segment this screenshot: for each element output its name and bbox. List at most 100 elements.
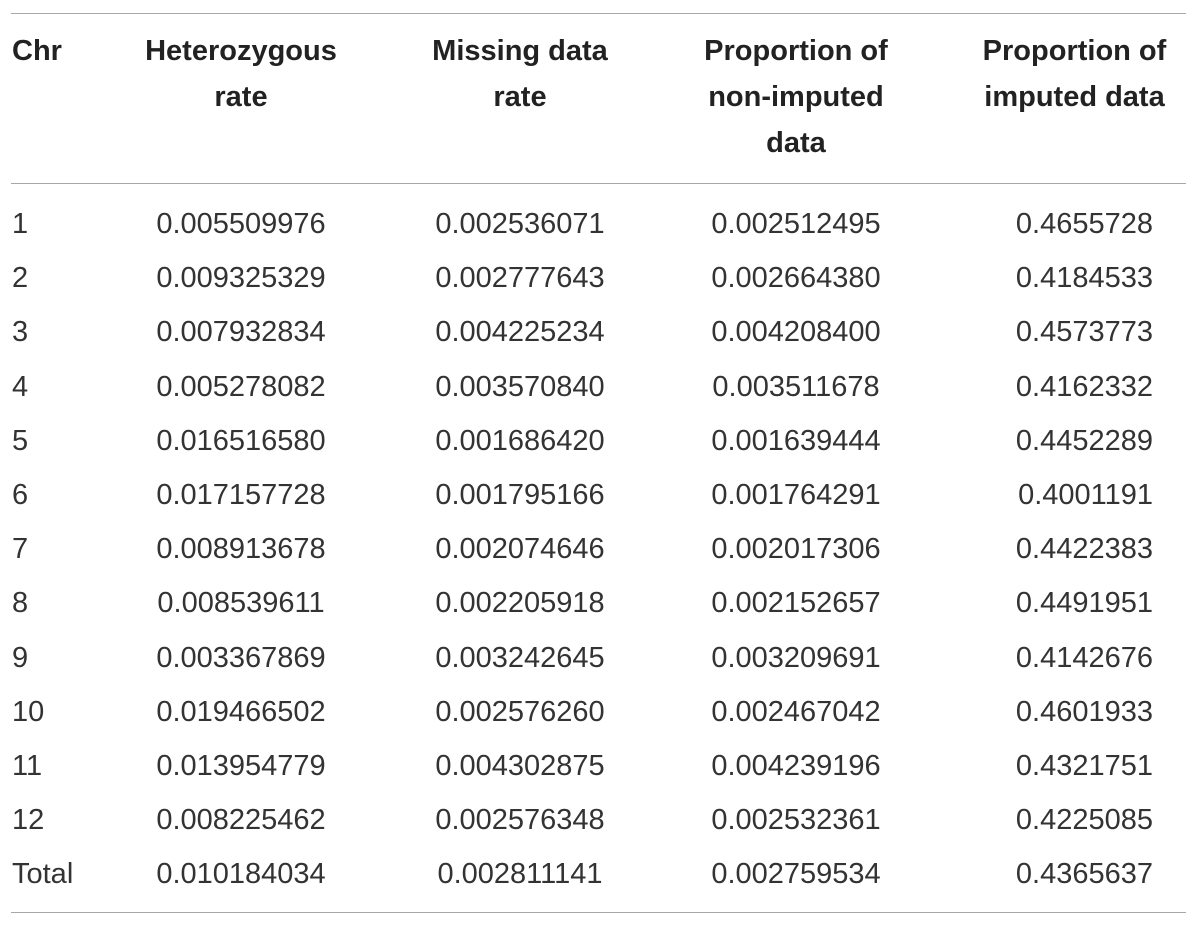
cell-heterozygous-rate: 0.016516580 [156,424,326,457]
cell-value: 0.4422383 [1015,533,1153,566]
cell-heterozygous-rate: 0.009325329 [156,262,326,295]
table-row: 3 0.007932834 0.004225234 0.004208400 0.4573… [0,305,1200,359]
cell-proportion-imputed: 0.4601933 [952,685,1197,739]
cell-chr: 10 [12,695,45,728]
cell-proportion-non-imputed: 0.002759534 [711,858,881,891]
table-row: 8 0.008539611 0.002205918 0.002152657 0.4491… [0,576,1200,630]
table-bottom-rule [11,912,1186,913]
cell-chr: 7 [12,533,29,566]
cell-value: 0.4001191 [1018,478,1153,511]
cell-proportion-imputed: 0.4225085 [952,793,1197,847]
cell-value: 0.4452289 [1015,424,1153,457]
cell-missing-data-rate: 0.002576348 [435,804,605,837]
cell-heterozygous-rate: 0.008225462 [156,804,326,837]
cell-missing-data-rate: 0.002811141 [437,858,603,891]
table-row: 7 0.008913678 0.002074646 0.002017306 0.4422… [0,522,1200,576]
cell-chr: 2 [12,262,29,295]
cell-proportion-imputed: 0.4184533 [952,251,1197,305]
header-heterozygous-rate: Heterozygous rate [145,35,337,113]
table-header-rule [11,183,1186,184]
cell-proportion-non-imputed: 0.002017306 [711,533,881,566]
table-header-row: Chr Heterozygous rate Missing data rate … [0,28,1200,168]
cell-heterozygous-rate: 0.005278082 [156,370,326,403]
cell-proportion-imputed: 0.4573773 [952,305,1197,359]
cell-proportion-non-imputed: 0.002467042 [711,695,881,728]
cell-value: 0.4655728 [1015,208,1153,240]
cell-chr: 11 [12,749,43,782]
table-row: 9 0.003367869 0.003242645 0.003209691 0.4142… [0,631,1200,685]
cell-heterozygous-rate: 0.019466502 [156,695,326,728]
cell-proportion-imputed: 0.4365637 [952,847,1197,901]
cell-proportion-non-imputed: 0.002532361 [711,804,881,837]
cell-proportion-imputed: 0.4321751 [952,739,1197,793]
table-body: 1 0.005509976 0.002536071 0.002512495 0.4655… [0,197,1200,901]
cell-missing-data-rate: 0.002576260 [435,695,605,728]
cell-missing-data-rate: 0.002205918 [435,587,605,620]
header-proportion-non-imputed: Proportion of non-imputed data [704,35,888,159]
cell-chr: 5 [12,424,29,457]
cell-missing-data-rate: 0.002536071 [435,208,605,240]
cell-heterozygous-rate: 0.013954779 [156,749,326,782]
cell-missing-data-rate: 0.001686420 [435,424,605,457]
cell-value: 0.4573773 [1015,316,1153,349]
cell-proportion-imputed: 0.4491951 [952,576,1197,630]
cell-value: 0.4162332 [1015,370,1153,403]
cell-proportion-imputed: 0.4452289 [952,414,1197,468]
cell-chr: 4 [12,370,29,403]
cell-proportion-non-imputed: 0.001764291 [711,478,881,511]
cell-value: 0.4491951 [1015,587,1153,620]
cell-proportion-imputed: 0.4162332 [952,360,1197,414]
table-row: 10 0.019466502 0.002576260 0.002467042 0.460… [0,685,1200,739]
cell-proportion-non-imputed: 0.001639444 [711,424,881,457]
cell-value: 0.4184533 [1015,262,1153,295]
cell-missing-data-rate: 0.002777643 [435,262,605,295]
cell-chr: 12 [12,804,45,837]
cell-missing-data-rate: 0.001795166 [435,478,605,511]
cell-chr: 1 [12,208,29,240]
cell-proportion-imputed: 0.4422383 [952,522,1197,576]
cell-proportion-imputed: 0.4001191 [952,468,1197,522]
cell-heterozygous-rate: 0.010184034 [156,858,326,891]
cell-heterozygous-rate: 0.003367869 [156,641,326,674]
cell-missing-data-rate: 0.003570840 [435,370,605,403]
cell-chr: 9 [12,641,29,674]
cell-proportion-non-imputed: 0.004208400 [711,316,881,349]
table-row: 12 0.008225462 0.002576348 0.002532361 0.422… [0,793,1200,847]
table-row: 4 0.005278082 0.003570840 0.003511678 0.4162… [0,360,1200,414]
cell-missing-data-rate: 0.002074646 [435,533,605,566]
cell-proportion-non-imputed: 0.002152657 [711,587,881,620]
cell-chr: Total [12,858,74,891]
cell-chr: 3 [12,316,29,349]
cell-heterozygous-rate: 0.017157728 [156,478,326,511]
cell-missing-data-rate: 0.004302875 [435,749,605,782]
cell-proportion-non-imputed: 0.003511678 [712,370,880,403]
cell-value: 0.4321751 [1015,749,1153,782]
header-missing-data-rate: Missing data rate [432,35,608,113]
table-row: 6 0.017157728 0.001795166 0.001764291 0.4001… [0,468,1200,522]
cell-missing-data-rate: 0.004225234 [435,316,605,349]
cell-proportion-non-imputed: 0.003209691 [711,641,881,674]
table-row: 2 0.009325329 0.002777643 0.002664380 0.4184… [0,251,1200,305]
cell-chr: 6 [12,478,29,511]
cell-proportion-imputed: 0.4142676 [952,631,1197,685]
cell-missing-data-rate: 0.003242645 [435,641,605,674]
cell-proportion-non-imputed: 0.002664380 [711,262,881,295]
table-row: 1 0.005509976 0.002536071 0.002512495 0.4655… [0,197,1200,251]
cell-heterozygous-rate: 0.007932834 [156,316,326,349]
table-row: 5 0.016516580 0.001686420 0.001639444 0.4452… [0,414,1200,468]
table-top-rule [11,13,1186,14]
table-row: Total 0.010184034 0.002811141 0.002759534 0.… [0,847,1200,901]
cell-value: 0.4601933 [1015,695,1153,728]
header-proportion-imputed: Proportion of imputed data [982,35,1167,113]
header-chr: Chr [12,35,62,67]
cell-chr: 8 [12,587,29,620]
table-row: 11 0.013954779 0.004302875 0.004239196 0.432… [0,739,1200,793]
cell-heterozygous-rate: 0.008913678 [156,533,326,566]
cell-value: 0.4365637 [1015,858,1153,891]
cell-value: 0.4225085 [1015,804,1153,837]
cell-heterozygous-rate: 0.005509976 [156,208,326,240]
cell-heterozygous-rate: 0.008539611 [157,587,325,620]
cell-proportion-non-imputed: 0.004239196 [711,749,881,782]
cell-value: 0.4142676 [1015,641,1153,674]
